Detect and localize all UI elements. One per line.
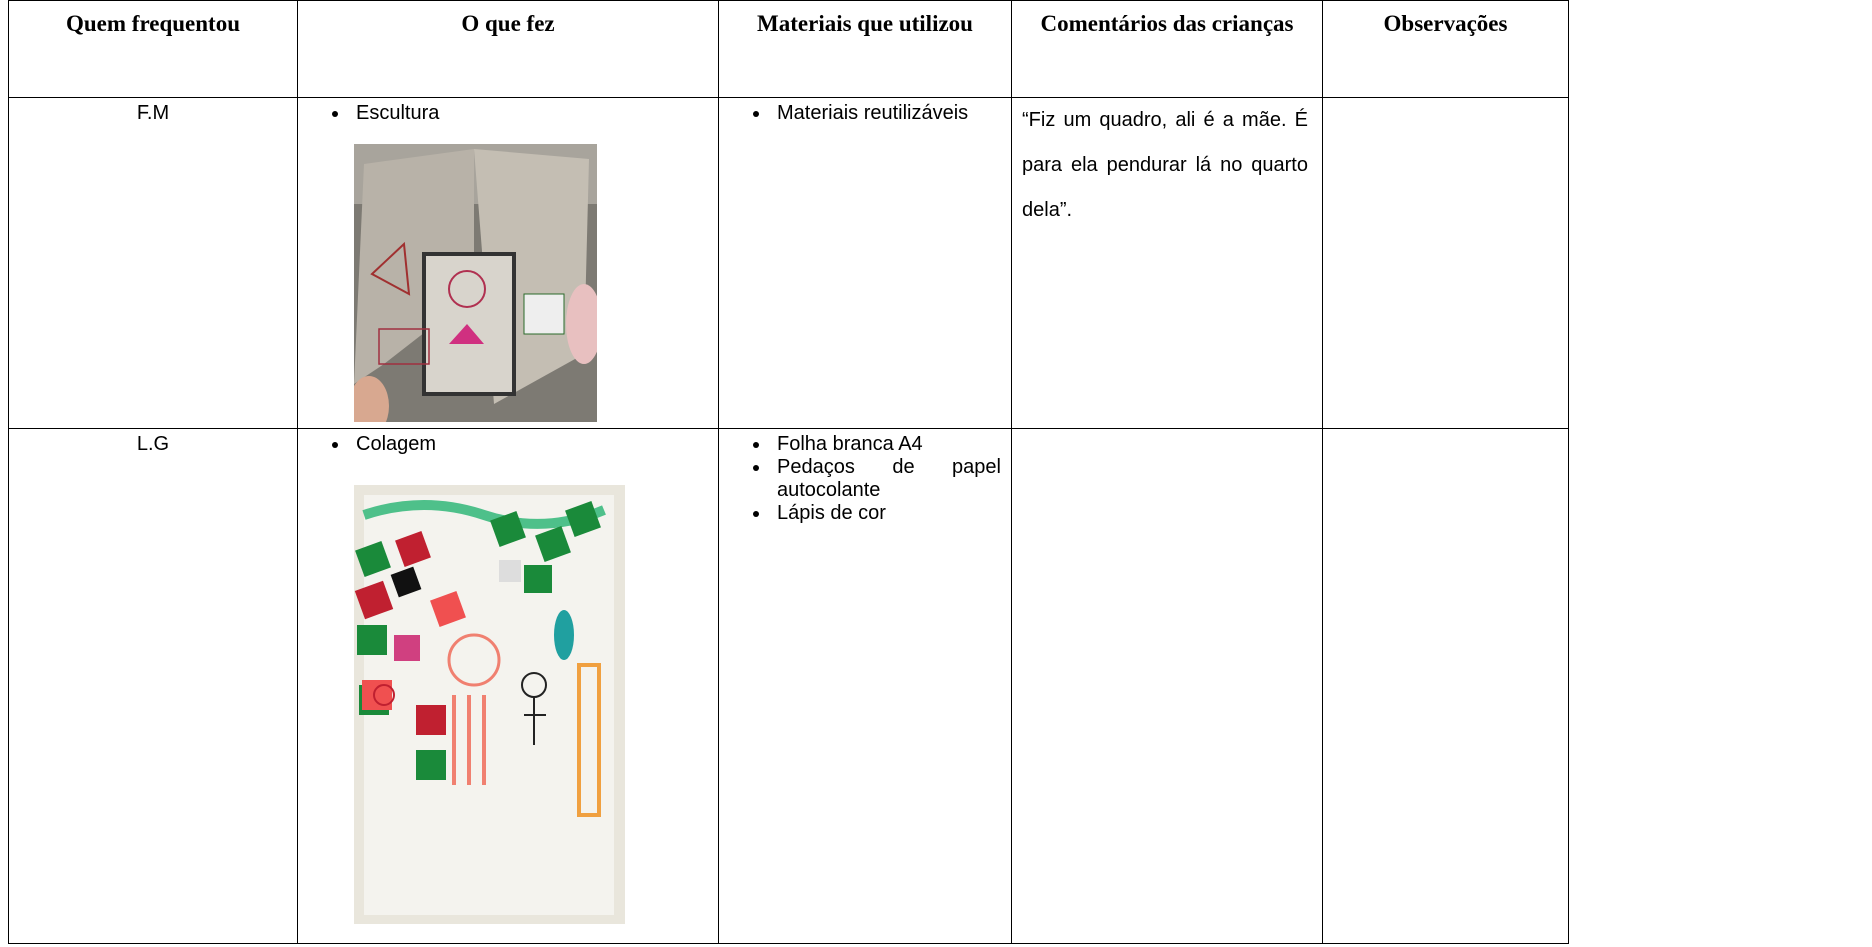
did-list: Colagem: [308, 433, 708, 456]
material-item: Pedaços de papel autocolante: [771, 456, 1001, 502]
did-list: Escultura: [308, 102, 708, 125]
header-cell: O que fez: [297, 0, 719, 98]
observations-cell: [1322, 97, 1569, 429]
row: L.G Colagem Folha branca A4 Pedaços de p…: [8, 428, 1569, 944]
header-cell: Observações: [1322, 0, 1569, 98]
did-item: Colagem: [350, 433, 708, 456]
header-cell: Materiais que utilizou: [718, 0, 1012, 98]
comments-cell: [1011, 428, 1323, 944]
photo-collage: [354, 485, 625, 924]
did-cell: Escultura: [297, 97, 719, 429]
materials-cell: Folha branca A4 Pedaços de papel autocol…: [718, 428, 1012, 944]
materials-list: Materiais reutilizáveis: [729, 102, 1001, 125]
who-cell: F.M: [8, 97, 298, 429]
material-item: Lápis de cor: [771, 502, 1001, 525]
activity-table: Quem frequentou O que fez Materiais que …: [8, 0, 1569, 944]
did-item: Escultura: [350, 102, 708, 125]
header-cell: Comentários das crianças: [1011, 0, 1323, 98]
header-cell: Quem frequentou: [8, 0, 298, 98]
photo-sculpture: [354, 144, 597, 422]
materials-list: Folha branca A4 Pedaços de papel autocol…: [729, 433, 1001, 525]
who-cell: L.G: [8, 428, 298, 944]
did-cell: Colagem: [297, 428, 719, 944]
comments-cell: “Fiz um quadro, ali é a mãe. É para ela …: [1011, 97, 1323, 429]
header-row: Quem frequentou O que fez Materiais que …: [8, 0, 1569, 98]
row: F.M Escultura Materiais reutilizáveis “F…: [8, 97, 1569, 429]
observations-cell: [1322, 428, 1569, 944]
materials-cell: Materiais reutilizáveis: [718, 97, 1012, 429]
material-item: Folha branca A4: [771, 433, 1001, 456]
material-item: Materiais reutilizáveis: [771, 102, 1001, 125]
